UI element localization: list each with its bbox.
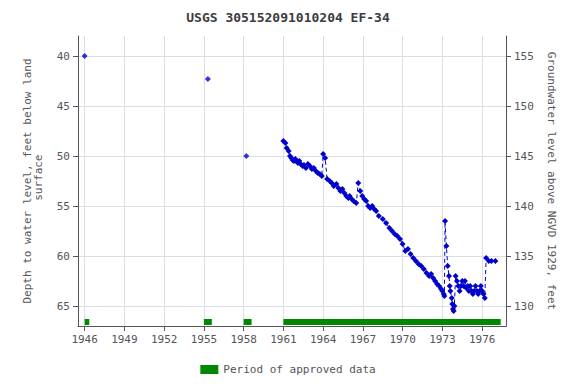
svg-text:145: 145 <box>514 150 534 163</box>
svg-text:surface: surface <box>32 155 45 208</box>
svg-text:1967: 1967 <box>350 333 377 346</box>
svg-text:1949: 1949 <box>111 333 138 346</box>
svg-text:150: 150 <box>514 100 534 113</box>
svg-text:55: 55 <box>57 200 70 213</box>
svg-text:45: 45 <box>57 100 70 113</box>
svg-text:1976: 1976 <box>469 333 496 346</box>
svg-text:USGS 305152091010204 EF-34: USGS 305152091010204 EF-34 <box>186 10 390 25</box>
svg-text:Period of approved data: Period of approved data <box>223 363 375 376</box>
svg-text:1946: 1946 <box>71 333 98 346</box>
svg-text:155: 155 <box>514 50 534 63</box>
svg-text:1961: 1961 <box>270 333 297 346</box>
svg-text:40: 40 <box>57 50 70 63</box>
svg-text:135: 135 <box>514 250 534 263</box>
svg-text:1973: 1973 <box>429 333 456 346</box>
svg-text:Depth to water level, feet bel: Depth to water level, feet below land <box>21 58 34 304</box>
svg-text:65: 65 <box>57 300 70 313</box>
svg-text:130: 130 <box>514 300 534 313</box>
svg-text:1964: 1964 <box>310 333 337 346</box>
svg-text:1958: 1958 <box>230 333 257 346</box>
svg-text:Groundwater level above NGVD 1: Groundwater level above NGVD 1929, feet <box>545 52 558 310</box>
svg-text:1970: 1970 <box>389 333 416 346</box>
svg-text:1955: 1955 <box>191 333 218 346</box>
svg-text:60: 60 <box>57 250 70 263</box>
svg-text:140: 140 <box>514 200 534 213</box>
svg-text:50: 50 <box>57 150 70 163</box>
svg-text:1952: 1952 <box>151 333 178 346</box>
